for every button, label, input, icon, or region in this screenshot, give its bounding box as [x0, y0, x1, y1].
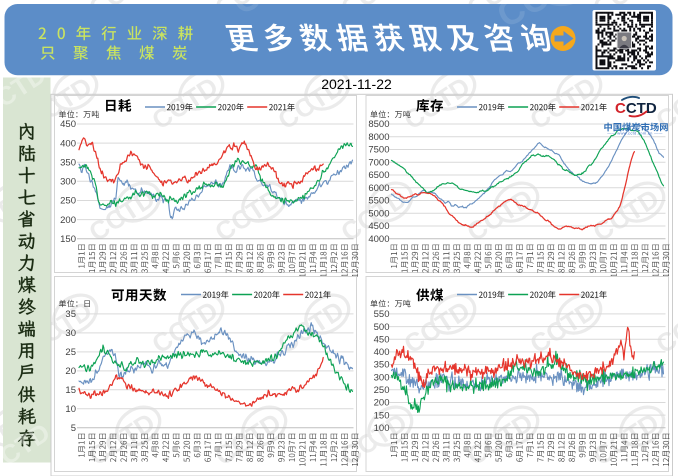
svg-text:6000: 6000 — [368, 183, 389, 194]
svg-text:200: 200 — [374, 398, 390, 409]
svg-text:5500: 5500 — [368, 196, 389, 207]
svg-text:10: 10 — [65, 404, 76, 415]
svg-text:250: 250 — [374, 385, 390, 396]
svg-text:350: 350 — [60, 157, 76, 168]
svg-text:35: 35 — [65, 309, 76, 320]
svg-text:400: 400 — [374, 347, 390, 358]
svg-text:450: 450 — [60, 119, 76, 130]
svg-text:5: 5 — [71, 423, 76, 434]
svg-text:8500: 8500 — [368, 119, 389, 130]
svg-text:7000: 7000 — [368, 157, 389, 168]
svg-text:250: 250 — [60, 196, 76, 207]
svg-text:4000: 4000 — [368, 234, 389, 245]
svg-text:4500: 4500 — [368, 221, 389, 232]
svg-text:8000: 8000 — [368, 132, 389, 143]
svg-text:—— www.cctd.com.cn ——: —— www.cctd.com.cn —— — [607, 131, 662, 136]
svg-text:550: 550 — [374, 309, 390, 320]
svg-text:CCTD: CCTD — [615, 100, 657, 117]
svg-text:400: 400 — [60, 138, 76, 149]
svg-text:450: 450 — [374, 334, 390, 345]
svg-text:300: 300 — [60, 177, 76, 188]
svg-text:150: 150 — [374, 410, 390, 421]
svg-text:15: 15 — [65, 385, 76, 396]
svg-text:7500: 7500 — [368, 145, 389, 156]
svg-text:150: 150 — [60, 234, 76, 245]
svg-text:200: 200 — [60, 215, 76, 226]
svg-text:2021-11-22: 2021-11-22 — [321, 76, 392, 92]
svg-text:5000: 5000 — [368, 208, 389, 219]
svg-text:350: 350 — [374, 360, 390, 371]
svg-text:30: 30 — [65, 328, 76, 339]
svg-text:25: 25 — [65, 347, 76, 358]
svg-text:20: 20 — [65, 366, 76, 377]
svg-text:6500: 6500 — [368, 170, 389, 181]
svg-text:300: 300 — [374, 372, 390, 383]
svg-text:100: 100 — [374, 423, 390, 434]
svg-text:500: 500 — [374, 322, 390, 333]
